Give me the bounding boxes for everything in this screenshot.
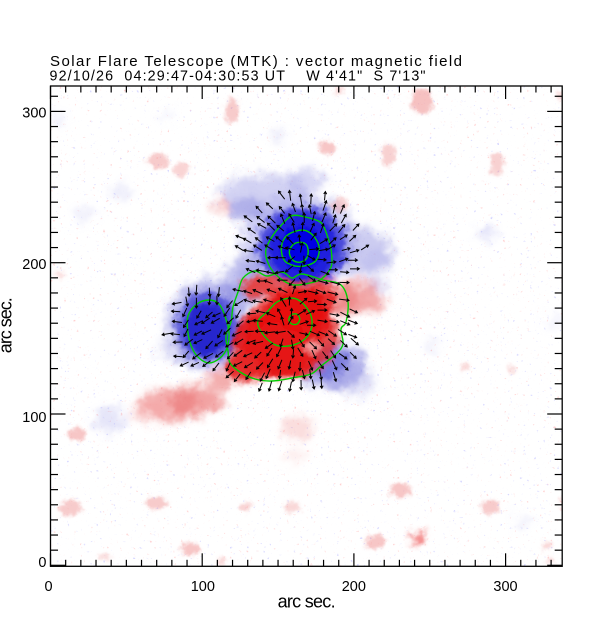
- svg-text:300: 300: [22, 105, 46, 121]
- svg-text:300: 300: [493, 579, 517, 595]
- svg-text:100: 100: [22, 410, 46, 426]
- svg-text:arc sec.: arc sec.: [278, 591, 336, 611]
- svg-text:200: 200: [342, 579, 366, 595]
- svg-text:0: 0: [38, 555, 46, 571]
- svg-text:Solar Flare Telescope (MTK) :: Solar Flare Telescope (MTK) : vector mag…: [50, 53, 462, 70]
- svg-text:100: 100: [191, 579, 215, 595]
- svg-text:92/10/26 04:29:47-04:30:53 UT: 92/10/26 04:29:47-04:30:53 UT W 4'41" S …: [50, 69, 426, 85]
- svg-text:200: 200: [22, 257, 46, 273]
- svg-text:arc sec.: arc sec.: [0, 297, 16, 353]
- svg-text:0: 0: [44, 579, 52, 595]
